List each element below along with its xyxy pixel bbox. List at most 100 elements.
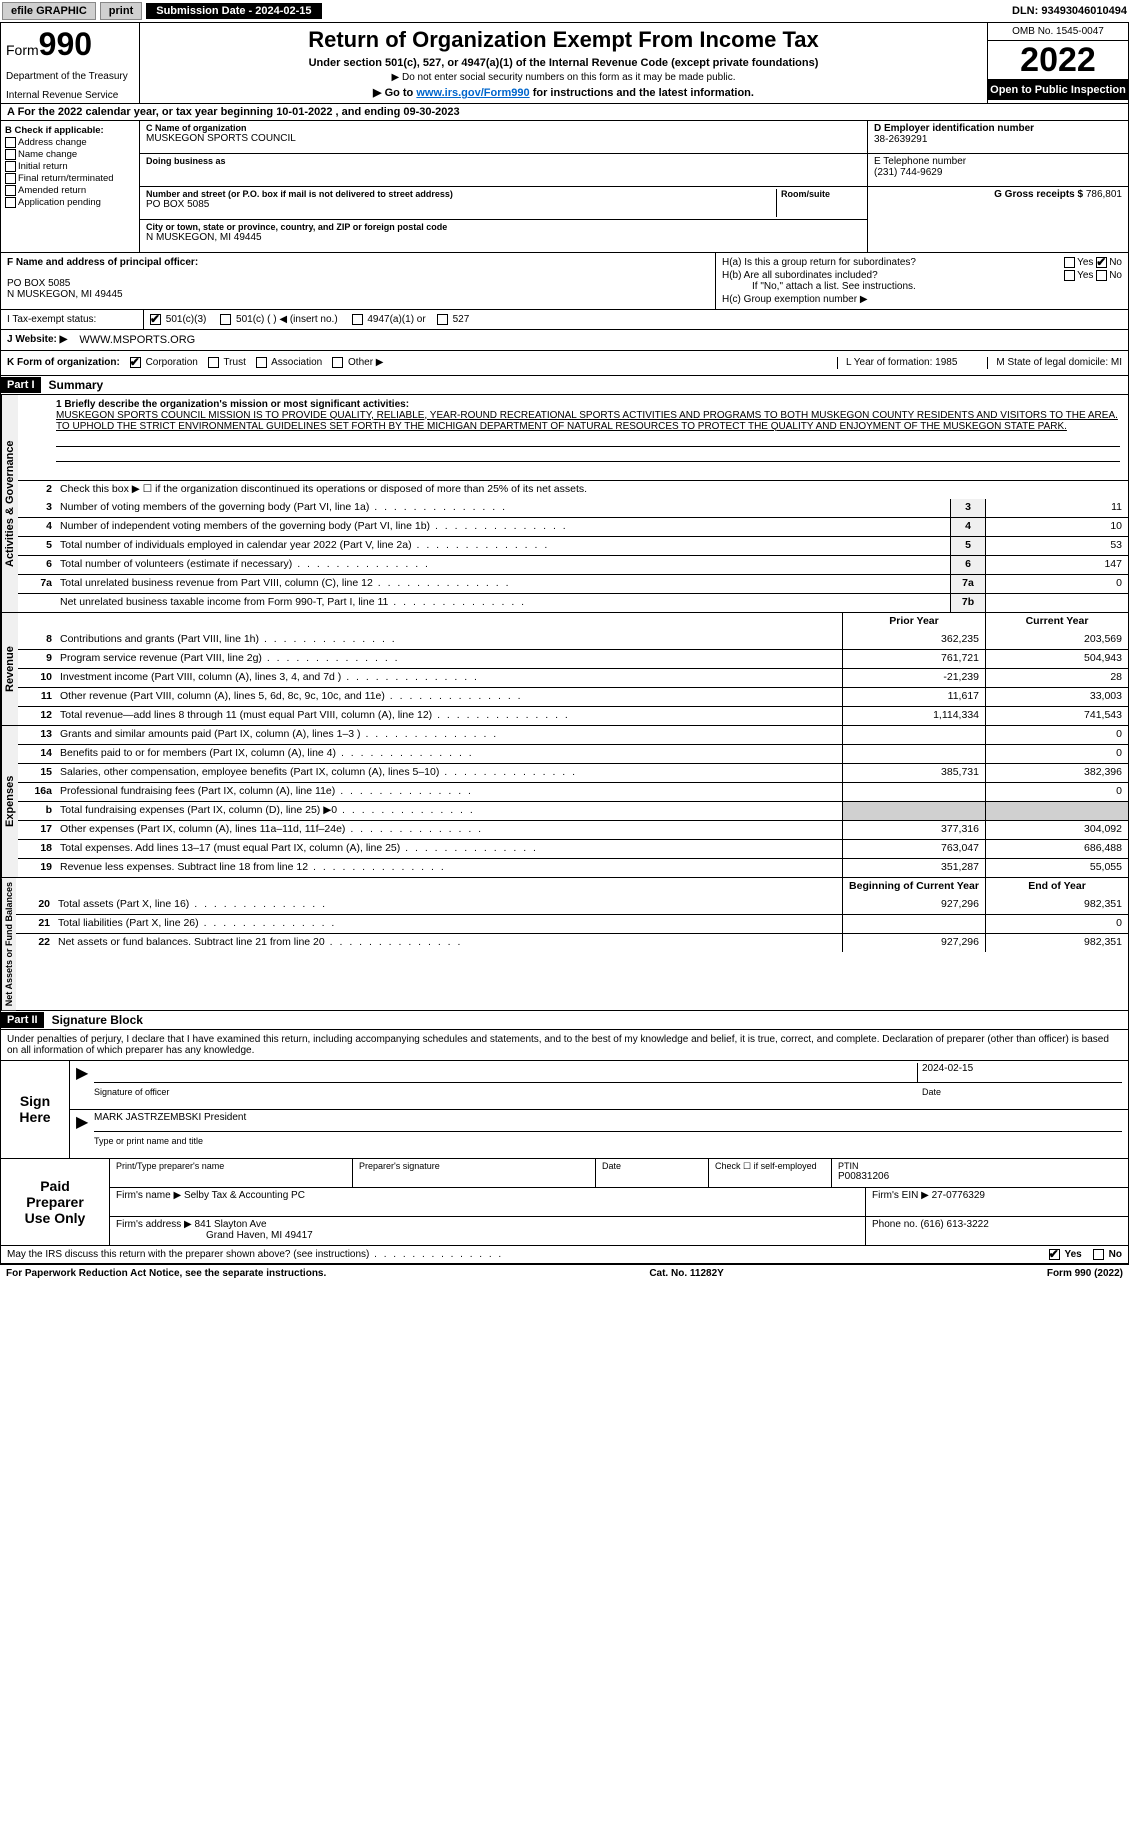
tax-year: 2022: [988, 41, 1128, 80]
dept-treasury: Department of the Treasury: [6, 71, 136, 82]
officer-addr1: PO BOX 5085: [7, 278, 709, 289]
table-row: 7aTotal unrelated business revenue from …: [18, 574, 1128, 593]
form-title: Return of Organization Exempt From Incom…: [148, 27, 979, 53]
lbl-address-change: Address change: [18, 137, 87, 148]
hc-label: H(c) Group exemption number ▶: [722, 294, 1122, 305]
form-prefix: Form: [6, 42, 39, 58]
dba-label: Doing business as: [146, 156, 861, 166]
page-footer: For Paperwork Reduction Act Notice, see …: [0, 1265, 1129, 1282]
discuss-yes[interactable]: [1049, 1249, 1060, 1260]
part1-header-row: Part I Summary: [1, 376, 1128, 395]
501c-checkbox[interactable]: [220, 314, 231, 325]
table-row: 18Total expenses. Add lines 13–17 (must …: [18, 839, 1128, 858]
paid-preparer-row: Paid Preparer Use Only Print/Type prepar…: [1, 1159, 1128, 1246]
officer-addr2: N MUSKEGON, MI 49445: [7, 289, 709, 300]
irs-label: Internal Revenue Service: [6, 90, 136, 101]
form-org-label: K Form of organization:: [7, 357, 120, 368]
sig-officer-label: Signature of officer: [94, 1087, 918, 1107]
form-container: Form990 Department of the Treasury Inter…: [0, 22, 1129, 1265]
firm-phone-lbl: Phone no.: [872, 1219, 918, 1230]
netassets-vlabel: Net Assets or Fund Balances: [1, 878, 16, 1010]
table-row: 19Revenue less expenses. Subtract line 1…: [18, 858, 1128, 877]
governance-vlabel: Activities & Governance: [1, 395, 18, 612]
phone-value: (231) 744-9629: [874, 167, 1122, 178]
527-checkbox[interactable]: [437, 314, 448, 325]
firm-ein: 27-0776329: [932, 1190, 985, 1201]
org-info-column: C Name of organization MUSKEGON SPORTS C…: [140, 121, 868, 252]
table-row: 20Total assets (Part X, line 16)927,2969…: [16, 896, 1128, 914]
other-checkbox[interactable]: [332, 357, 343, 368]
form-number-block: Form990 Department of the Treasury Inter…: [1, 23, 140, 103]
table-row: 21Total liabilities (Part X, line 26)0: [16, 914, 1128, 933]
discuss-text: May the IRS discuss this return with the…: [7, 1249, 503, 1260]
mission-blank-1: [56, 432, 1120, 447]
addr-label: Number and street (or P.O. box if mail i…: [146, 189, 776, 199]
current-year-hdr: Current Year: [985, 613, 1128, 631]
firm-addr1: 841 Slayton Ave: [195, 1219, 267, 1230]
revenue-section: Revenue Prior Year Current Year 8Contrib…: [1, 613, 1128, 726]
527-lbl: 527: [453, 314, 470, 325]
other-lbl: Other ▶: [348, 358, 383, 369]
table-row: 15Salaries, other compensation, employee…: [18, 763, 1128, 782]
form-number: 990: [39, 26, 92, 62]
hb-yes-lbl: Yes: [1077, 270, 1093, 281]
trust-checkbox[interactable]: [208, 357, 219, 368]
firm-name: Selby Tax & Accounting PC: [184, 1190, 305, 1201]
sig-date-label: Date: [918, 1087, 1122, 1107]
room-label: Room/suite: [781, 189, 861, 199]
hb-label: H(b) Are all subordinates included?: [722, 270, 878, 281]
prep-date-hdr: Date: [602, 1161, 702, 1171]
corp-checkbox[interactable]: [130, 357, 141, 368]
lbl-name-change: Name change: [18, 149, 77, 160]
checkbox-app-pending[interactable]: [5, 197, 16, 208]
discuss-no[interactable]: [1093, 1249, 1104, 1260]
hb-yes[interactable]: [1064, 270, 1075, 281]
print-button[interactable]: print: [100, 2, 142, 20]
sig-name: MARK JASTRZEMBSKI President: [94, 1112, 1122, 1132]
checkbox-initial-return[interactable]: [5, 161, 16, 172]
checkbox-name-change[interactable]: [5, 149, 16, 160]
table-row: 4Number of independent voting members of…: [18, 517, 1128, 536]
org-name-label: C Name of organization: [146, 123, 861, 133]
501c3-checkbox[interactable]: [150, 314, 161, 325]
ptin-value: P00831206: [838, 1171, 1122, 1182]
mission-label: 1 Briefly describe the organization's mi…: [56, 399, 409, 410]
form-subtitle-3: ▶ Go to www.irs.gov/Form990 for instruct…: [148, 86, 979, 99]
goto-suffix: for instructions and the latest informat…: [530, 87, 754, 99]
4947-lbl: 4947(a)(1) or: [367, 314, 425, 325]
irs-link[interactable]: www.irs.gov/Form990: [416, 87, 529, 99]
assoc-checkbox[interactable]: [256, 357, 267, 368]
submission-date-label: Submission Date - 2024-02-15: [146, 3, 321, 19]
checkbox-amended[interactable]: [5, 185, 16, 196]
lbl-amended: Amended return: [18, 185, 86, 196]
org-name: MUSKEGON SPORTS COUNCIL: [146, 133, 861, 144]
form-header: Form990 Department of the Treasury Inter…: [1, 23, 1128, 104]
expenses-vlabel: Expenses: [1, 726, 18, 877]
state-domicile: M State of legal domicile: MI: [987, 357, 1122, 368]
addr-value: PO BOX 5085: [146, 199, 776, 210]
city-label: City or town, state or province, country…: [146, 222, 861, 232]
firm-name-lbl: Firm's name ▶: [116, 1190, 181, 1201]
table-row: 3Number of voting members of the governi…: [18, 499, 1128, 517]
ha-yes[interactable]: [1064, 257, 1075, 268]
mission-blank-2: [56, 447, 1120, 462]
ha-no[interactable]: [1096, 257, 1107, 268]
checkbox-address-change[interactable]: [5, 137, 16, 148]
city-value: N MUSKEGON, MI 49445: [146, 232, 861, 243]
hb-no[interactable]: [1096, 270, 1107, 281]
mission-block: 1 Briefly describe the organization's mi…: [18, 395, 1128, 480]
firm-addr-lbl: Firm's address ▶: [116, 1219, 192, 1230]
gross-value: 786,801: [1086, 189, 1122, 200]
ein-value: 38-2639291: [874, 134, 1122, 145]
omb-number: OMB No. 1545-0047: [988, 23, 1128, 41]
part1-title: Summary: [41, 376, 112, 394]
netassets-header-row: Beginning of Current Year End of Year: [16, 878, 1128, 896]
table-row: 10Investment income (Part VIII, column (…: [18, 668, 1128, 687]
expenses-section: Expenses 13Grants and similar amounts pa…: [1, 726, 1128, 878]
4947-checkbox[interactable]: [352, 314, 363, 325]
mission-text: MUSKEGON SPORTS COUNCIL MISSION IS TO PR…: [56, 410, 1120, 432]
declaration-text: Under penalties of perjury, I declare th…: [1, 1030, 1128, 1061]
discuss-yes-lbl: Yes: [1065, 1249, 1082, 1260]
dln-label: DLN: 93493046010494: [1012, 5, 1127, 17]
checkbox-final-return[interactable]: [5, 173, 16, 184]
